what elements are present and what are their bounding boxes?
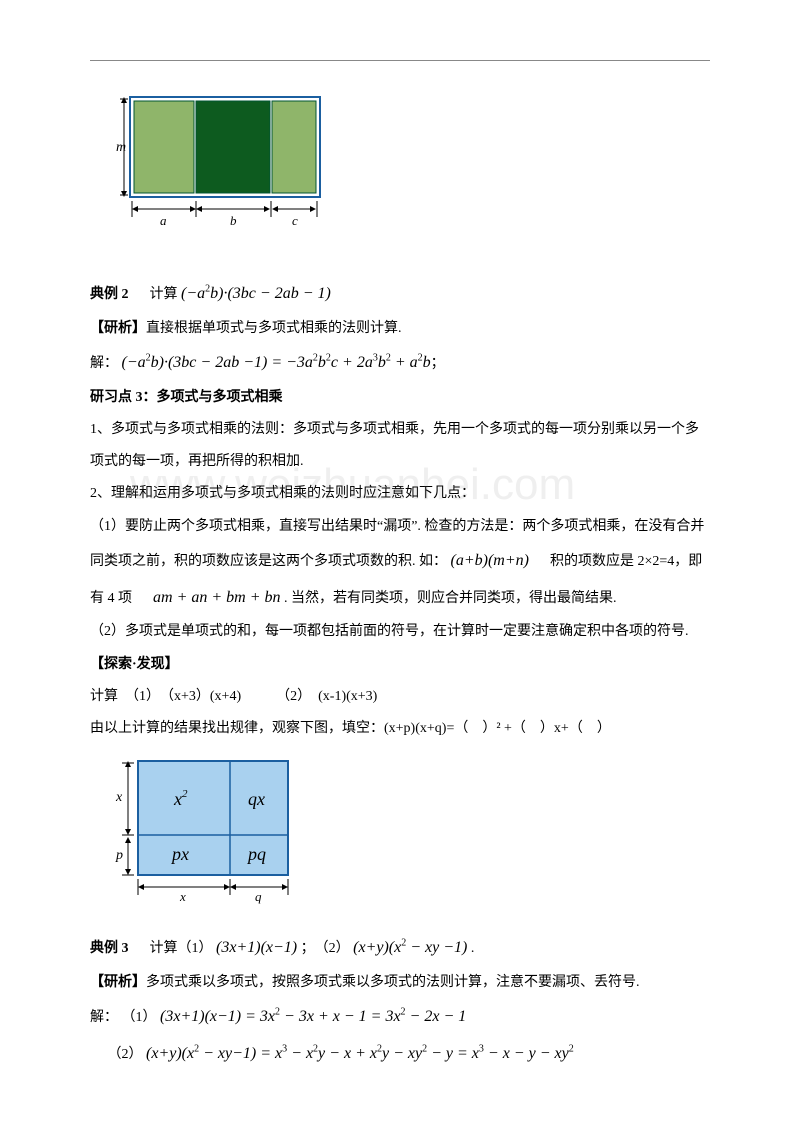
sp3-p2a-post: . 当然，若有同类项，则应合并同类项，得出最简结果. <box>284 591 617 606</box>
a-label: a <box>160 213 167 228</box>
svg-text:pq: pq <box>246 844 266 864</box>
example3-analysis-text: 多项式乘以多项式，按照多项式乘以多项式的法则计算，注意不要漏项、丢符号. <box>146 975 640 990</box>
example2-analysis-text: 直接根据单项式与多项式相乘的法则计算. <box>146 321 402 336</box>
diagram-square-xpq: x2 qx px pq x p x q <box>110 755 710 910</box>
sol-label: 解： <box>90 356 118 371</box>
svg-text:x: x <box>115 790 123 805</box>
analysis-label: 【研析】 <box>90 321 146 336</box>
top-rule <box>90 60 710 61</box>
example2-label: 典例 2 <box>90 287 129 302</box>
example2-solution: 解： (−a2b)·(3bc − 2ab −1) = −3a2b2c + 2a3… <box>90 345 710 382</box>
sp3-math2: am + an + bm + bn <box>153 589 281 606</box>
sp3-p2: 2、理解和运用多项式与多项式相乘的法则时应注意如下几点： <box>90 478 710 510</box>
example3-sol2: （2） (x+y)(x2 − xy−1) = x3 − x2y − x + x2… <box>90 1036 710 1073</box>
example2-calc-word: 计算 <box>150 287 178 302</box>
example2-line: 典例 2 计算 (−a2b)·(3bc − 2ab − 1) <box>90 276 710 313</box>
example2-sol-expr: (−a2b)·(3bc − 2ab −1) = −3a2b2c + 2a3b2 … <box>122 354 431 371</box>
analysis-label-3: 【研析】 <box>90 975 146 990</box>
example2-expr: (−a2b)·(3bc − 2ab − 1) <box>181 285 331 302</box>
sol1-label: （1） <box>122 1010 157 1025</box>
svg-text:px: px <box>170 844 189 864</box>
c-label: c <box>292 213 298 228</box>
svg-text:x: x <box>179 889 186 904</box>
explore-rule: 由以上计算的结果找出规律，观察下图，填空：(x+p)(x+q)=（ ）² +（ … <box>90 713 710 745</box>
explore-label: 【探索·发现】 <box>90 649 710 681</box>
example2-analysis: 【研析】直接根据单项式与多项式相乘的法则计算. <box>90 313 710 345</box>
svg-text:q: q <box>255 889 262 904</box>
sp3-p1: 1、多项式与多项式相乘的法则：多项式与多项式相乘，先用一个多项式的每一项分别乘以… <box>90 414 710 478</box>
sp3-math1: (a+b)(m+n) <box>451 552 529 569</box>
example3-expr1: (3x+1)(x−1) <box>216 939 297 956</box>
study-point-3-title: 研习点 3：多项式与多项式相乘 <box>90 382 710 414</box>
example3-sep: ； （2） <box>301 941 350 956</box>
example3-analysis: 【研析】多项式乘以多项式，按照多项式乘以多项式的法则计算，注意不要漏项、丢符号. <box>90 967 710 999</box>
example3-calc-word: 计算（1） <box>150 941 213 956</box>
example3-sol2-expr: (x+y)(x2 − xy−1) = x3 − x2y − x + x2y − … <box>146 1045 574 1062</box>
svg-text:p: p <box>115 848 123 863</box>
sol2-label: （2） <box>108 1047 143 1062</box>
example3-expr2: (x+y)(x2 − xy −1) <box>353 939 467 956</box>
explore-calc: 计算 （1） （x+3）(x+4) （2） (x-1)(x+3) <box>90 681 710 713</box>
sol-label-3: 解： <box>90 1010 118 1025</box>
b-label: b <box>230 213 237 228</box>
sp3-p2b: （2）多项式是单项式的和，每一项都包括前面的符号，在计算时一定要注意确定积中各项… <box>90 616 710 648</box>
example3-line: 典例 3 计算（1） (3x+1)(x−1) ； （2） (x+y)(x2 − … <box>90 930 710 967</box>
example3-label: 典例 3 <box>90 941 129 956</box>
svg-text:qx: qx <box>248 789 265 809</box>
example3-sol1: 解： （1） (3x+1)(x−1) = 3x2 − 3x + x − 1 = … <box>90 999 710 1036</box>
m-label: m <box>116 140 126 155</box>
example3-sol1-expr: (3x+1)(x−1) = 3x2 − 3x + x − 1 = 3x2 − 2… <box>160 1008 466 1025</box>
diagram-rectangle-abc: m a b c <box>110 91 710 246</box>
sp3-p2a: （1）要防止两个多项式相乘，直接写出结果时“漏项”. 检查的方法是：两个多项式相… <box>90 511 710 617</box>
example3-end: . <box>471 941 475 956</box>
